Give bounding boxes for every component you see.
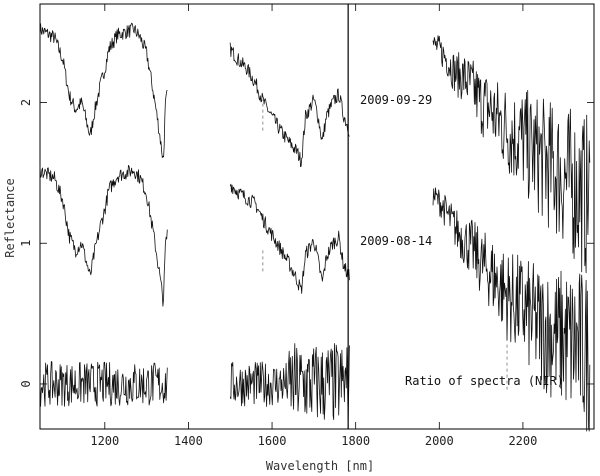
series-1-segment-1 [229, 183, 350, 294]
annotation-ratio: Ratio of spectra (NIR) [405, 374, 564, 388]
dashed-markers [262, 99, 508, 390]
x-axis-title: Wavelength [nm] [266, 459, 374, 473]
series-0-segment-1 [229, 42, 350, 168]
y-axis-title: Reflectance [3, 178, 17, 257]
series-0-segment-2 [432, 35, 591, 274]
annotation-2009-09-29: 2009-09-29 [360, 93, 432, 107]
x-tick-label: 2000 [425, 434, 454, 448]
y-tick-labels: 0 1 2 [19, 99, 33, 388]
y-tick-label: 2 [19, 99, 33, 106]
x-tick-label: 1200 [90, 434, 119, 448]
series-2-segment-0 [39, 361, 168, 407]
x-tick-label: 1600 [258, 434, 287, 448]
x-tick-label: 1800 [341, 434, 370, 448]
spectra-lines [39, 22, 591, 432]
series-1-segment-0 [39, 164, 168, 307]
plot-frame [39, 3, 595, 430]
y-tick-label: 0 [19, 380, 33, 387]
series-0-segment-0 [39, 22, 168, 159]
annotation-2009-08-14: 2009-08-14 [360, 234, 432, 248]
x-tick-labels: 1200 1400 1600 1800 2000 2200 [90, 434, 537, 448]
x-tick-label: 2200 [508, 434, 537, 448]
series-2-segment-1 [229, 343, 350, 421]
x-tick-label: 1400 [174, 434, 203, 448]
series-1-segment-2 [432, 187, 591, 432]
axis-ticks [40, 4, 594, 429]
y-tick-label: 1 [19, 240, 33, 247]
